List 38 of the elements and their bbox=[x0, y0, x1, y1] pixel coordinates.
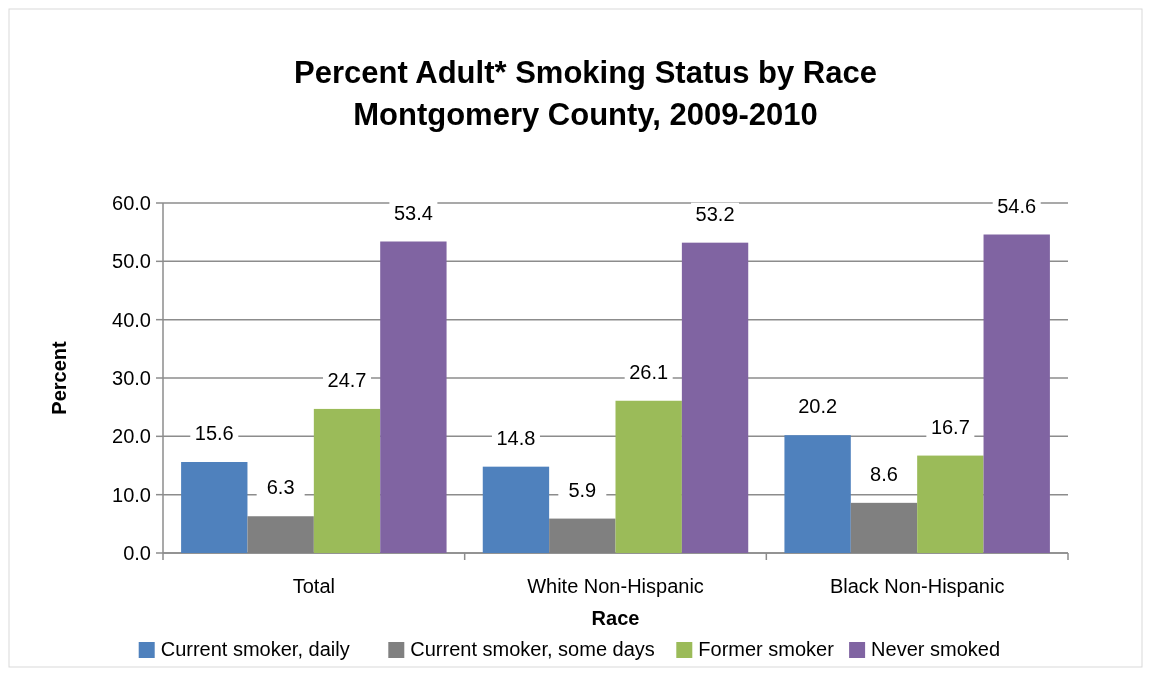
y-tick-label: 40.0 bbox=[112, 308, 151, 331]
x-axis-title: Race bbox=[591, 607, 640, 629]
y-tick-label: 30.0 bbox=[112, 367, 151, 389]
bar bbox=[917, 455, 984, 553]
chart-title: Percent Adult* Smoking Status by Race Montgomery County, 2009-2010 bbox=[294, 55, 877, 132]
data-label: 53.2 bbox=[695, 202, 735, 225]
data-label: 54.6 bbox=[997, 194, 1037, 217]
data-label: 20.2 bbox=[798, 395, 838, 418]
bar bbox=[784, 435, 851, 553]
y-axis-title: Percent bbox=[48, 340, 70, 415]
bar bbox=[482, 466, 550, 553]
data-label: 16.7 bbox=[930, 415, 970, 438]
y-tick-label: 50.0 bbox=[112, 250, 151, 273]
data-label: 14.8 bbox=[496, 426, 536, 449]
x-tick-label: Black Non-Hispanic bbox=[829, 575, 1005, 597]
bar bbox=[380, 241, 447, 553]
y-tick-label: 10.0 bbox=[112, 483, 151, 506]
legend-label: Never smoked bbox=[871, 638, 1001, 660]
bar bbox=[681, 242, 749, 553]
bar bbox=[983, 234, 1050, 553]
data-label: 8.6 bbox=[870, 462, 898, 485]
x-tick-label: Total bbox=[292, 575, 335, 597]
bar bbox=[615, 400, 682, 553]
x-tick-label: White Non-Hispanic bbox=[527, 575, 704, 597]
data-label: 53.4 bbox=[393, 201, 433, 224]
y-tick-label: 60.0 bbox=[112, 192, 151, 214]
legend-label: Current smoker, some days bbox=[410, 638, 655, 660]
legend-label: Former smoker bbox=[698, 638, 835, 660]
bar bbox=[313, 408, 381, 553]
y-tick-label: 20.0 bbox=[112, 425, 151, 448]
data-label: 24.7 bbox=[327, 368, 367, 391]
bar bbox=[181, 462, 248, 553]
data-label: 6.3 bbox=[266, 476, 295, 499]
y-tick-label: 0.0 bbox=[123, 542, 151, 564]
data-label: 5.9 bbox=[568, 478, 597, 501]
data-label: 15.6 bbox=[194, 422, 234, 444]
legend-label: Current smoker, daily bbox=[160, 638, 350, 660]
data-label: 26.1 bbox=[629, 360, 669, 383]
